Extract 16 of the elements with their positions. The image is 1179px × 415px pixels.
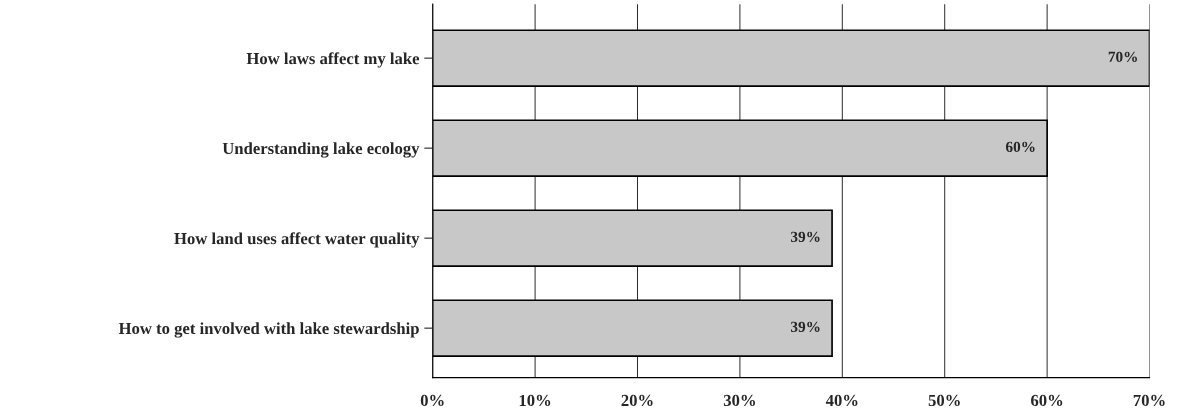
x-tick-label: 40% xyxy=(825,394,858,407)
data-label: 39% xyxy=(790,231,820,243)
data-label: 70% xyxy=(1108,51,1137,63)
x-tick-label: 20% xyxy=(621,394,653,407)
y-tick-label: How to get involved with lake stewardship xyxy=(118,322,419,338)
x-tick-label: 10% xyxy=(519,394,551,407)
x-tick-label: 60% xyxy=(1031,394,1063,407)
y-tick-label: Understanding lake ecology xyxy=(222,142,420,158)
data-label: 60% xyxy=(1005,141,1035,153)
data-label: 39% xyxy=(790,321,820,333)
x-tick-label: 70% xyxy=(1133,394,1165,407)
x-tick-label: 30% xyxy=(723,394,756,407)
x-tick-label: 0% xyxy=(420,394,444,407)
x-tick-label: 50% xyxy=(928,394,960,407)
y-tick-label: How land uses affect water quality xyxy=(174,232,420,248)
y-tick-label: How laws affect my lake xyxy=(246,52,420,68)
